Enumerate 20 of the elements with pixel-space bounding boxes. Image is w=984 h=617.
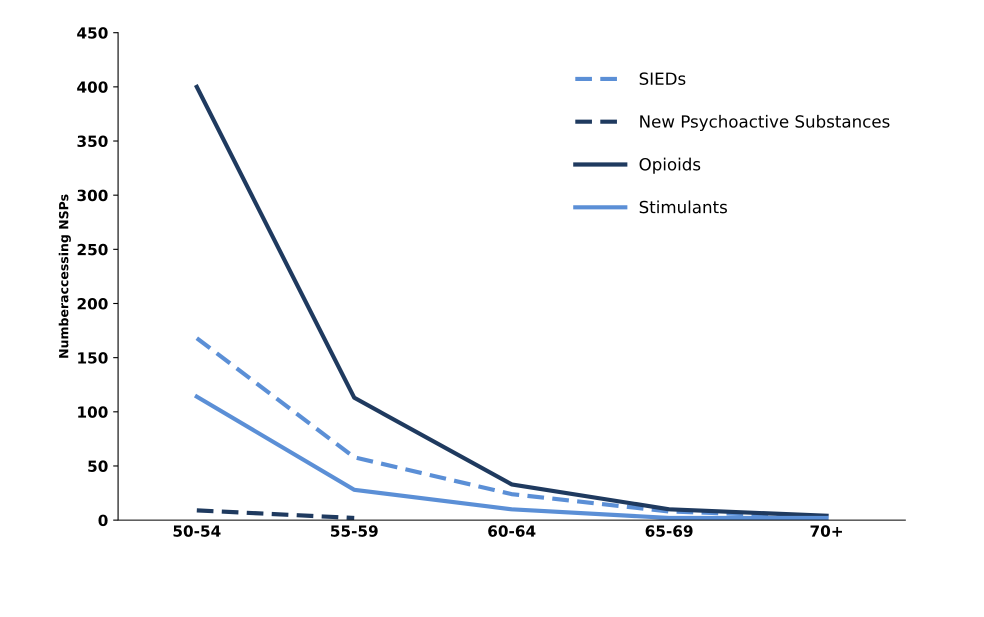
x-tick-label: 70+ (810, 525, 842, 537)
y-tick-label: 350 (77, 135, 108, 148)
y-tick-label: 250 (78, 244, 108, 256)
y-tick-label: 50 (88, 460, 108, 472)
legend-label: Opioids (640, 158, 700, 174)
legend-label: SIEDs (640, 72, 686, 85)
y-tick-label: 300 (77, 190, 108, 202)
y-axis-title: Numberaccessing NSPs (58, 194, 71, 358)
y-tick-label: 200 (78, 298, 108, 310)
x-tick-label: 50-54 (174, 525, 221, 537)
x-tick-label: 55-59 (330, 525, 378, 537)
y-tick-label: 150 (78, 352, 108, 364)
y-tick-label: 400 (77, 81, 108, 93)
x-tick-label: 65-69 (646, 525, 693, 537)
y-tick-label: 100 (78, 406, 108, 418)
legend-label: New Psychoactive Substances (640, 114, 890, 131)
y-tick-label: 0 (98, 514, 108, 526)
y-tick-label: 450 (77, 27, 108, 39)
x-tick-label: 60-64 (488, 525, 536, 537)
legend-label: Stimulants (640, 200, 727, 214)
